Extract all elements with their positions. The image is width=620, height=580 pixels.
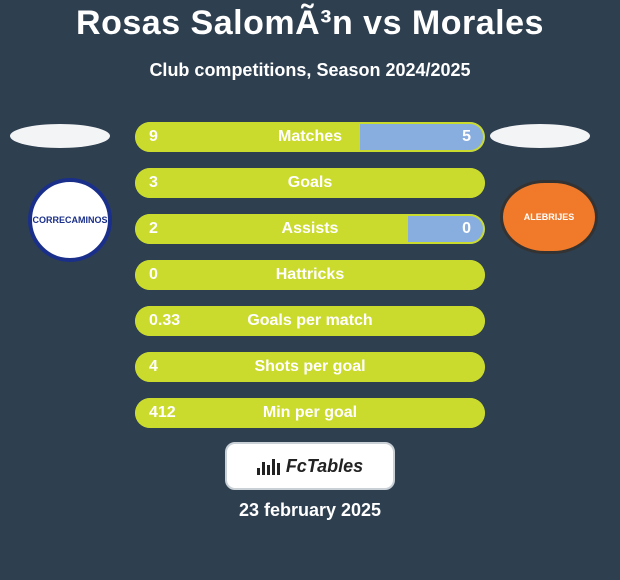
report-date: 23 february 2025: [0, 500, 620, 521]
page-title: Rosas SalomÃ³n vs Morales: [0, 4, 620, 43]
stat-label: Assists: [135, 214, 485, 244]
stat-row: 4Shots per goal: [135, 352, 485, 382]
player-right-silhouette: [490, 124, 590, 148]
stat-row: 412Min per goal: [135, 398, 485, 428]
brand-name: FcTables: [286, 456, 363, 477]
stat-row: 20Assists: [135, 214, 485, 244]
stat-label: Shots per goal: [135, 352, 485, 382]
team-badge-right-label: ALEBRIJES: [524, 212, 575, 222]
team-badge-right: ALEBRIJES: [500, 180, 598, 254]
bar-chart-icon: [257, 457, 280, 475]
brand-footer: FcTables: [225, 442, 395, 490]
stat-label: Matches: [135, 122, 485, 152]
stat-row: 95Matches: [135, 122, 485, 152]
page-subtitle: Club competitions, Season 2024/2025: [0, 60, 620, 81]
stat-label: Min per goal: [135, 398, 485, 428]
comparison-chart: Rosas SalomÃ³n vs Morales Club competiti…: [0, 0, 620, 580]
stat-label: Goals per match: [135, 306, 485, 336]
player-left-silhouette: [10, 124, 110, 148]
team-badge-left-label: CORRECAMINOS: [32, 215, 107, 225]
team-badge-left: CORRECAMINOS: [28, 178, 112, 262]
stat-label: Hattricks: [135, 260, 485, 290]
stat-bars: 95Matches 3Goals 20Assists 0Hattricks 0.33Go…: [135, 122, 485, 444]
stat-label: Goals: [135, 168, 485, 198]
stat-row: 3Goals: [135, 168, 485, 198]
stat-row: 0Hattricks: [135, 260, 485, 290]
stat-row: 0.33Goals per match: [135, 306, 485, 336]
